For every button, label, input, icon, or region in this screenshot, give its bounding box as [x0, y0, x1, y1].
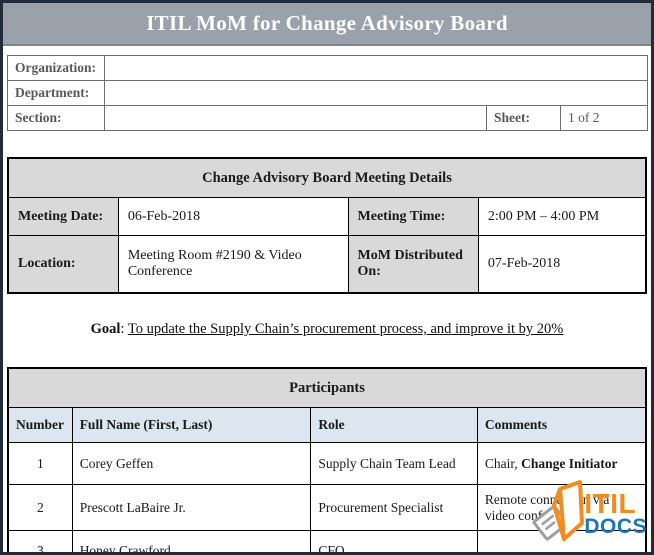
goal-label: Goal [90, 321, 121, 337]
participant-number: 2 [7, 484, 73, 531]
organization-label: Organization: [7, 55, 105, 81]
meeting-details-header-row: Change Advisory Board Meeting Details [7, 157, 647, 198]
participant-role: Procurement Specialist [310, 484, 478, 531]
goal-text: To update the Supply Chain’s procurement… [127, 321, 564, 337]
info-table: Organization: Department: Section: Sheet… [7, 55, 648, 131]
department-row: Department: [7, 80, 648, 106]
sheet-value: 1 of 2 [560, 105, 648, 131]
location-value: Meeting Room #2190 & Video Conference [117, 235, 349, 294]
participant-role: CFO [310, 530, 478, 552]
goal-statement: Goal: To update the Supply Chain’s procu… [3, 321, 651, 338]
logo-itil-text: ITIL [584, 487, 637, 519]
orange-paper [552, 480, 585, 541]
document-title-bar: ITIL MoM for Change Advisory Board [3, 3, 651, 46]
section-row: Section: Sheet: 1 of 2 [7, 105, 648, 131]
column-header-role: Role [310, 407, 478, 443]
participant-row: 2 Prescott LaBaire Jr. Procurement Speci… [7, 484, 647, 531]
participant-row: 3 Honey Crawford CFO [7, 530, 647, 552]
mom-distributed-label: MoM Distributed On: [347, 235, 479, 294]
location-distribution-row: Location: Meeting Room #2190 & Video Con… [7, 235, 647, 294]
logo-wordmark: ITIL DOCS [584, 487, 647, 538]
participant-row: 1 Corey Geffen Supply Chain Team Lead Ch… [7, 442, 647, 485]
meeting-details-table: Change Advisory Board Meeting Details Me… [7, 157, 647, 294]
meeting-details-title: Change Advisory Board Meeting Details [7, 157, 647, 198]
organization-row: Organization: [7, 55, 648, 81]
section-value-field[interactable] [104, 105, 487, 131]
meeting-date-label: Meeting Date: [7, 197, 119, 236]
meeting-time-value: 2:00 PM – 4:00 PM [477, 197, 647, 236]
section-label: Section: [7, 105, 105, 131]
participants-column-header-row: Number Full Name (First, Last) Role Comm… [7, 407, 647, 443]
meeting-date-value: 06-Feb-2018 [117, 197, 349, 236]
location-label: Location: [7, 235, 119, 294]
participant-comment: Chair, Change Initiator [476, 442, 647, 485]
meeting-date-time-row: Meeting Date: 06-Feb-2018 Meeting Time: … [7, 197, 647, 236]
participant-role: Supply Chain Team Lead [310, 442, 478, 485]
department-value-field[interactable] [104, 80, 648, 106]
mom-distributed-value: 07-Feb-2018 [477, 235, 647, 294]
document-fan-icon [530, 479, 588, 548]
column-header-name: Full Name (First, Last) [71, 407, 312, 443]
column-header-number: Number [7, 407, 73, 443]
participant-name: Prescott LaBaire Jr. [71, 484, 312, 531]
organization-value-field[interactable] [104, 55, 648, 81]
participant-number: 1 [7, 442, 73, 485]
participant-name: Corey Geffen [71, 442, 312, 485]
participants-table: Participants Number Full Name (First, La… [7, 367, 647, 552]
meeting-time-label: Meeting Time: [347, 197, 479, 236]
participants-header-row: Participants [7, 367, 647, 408]
goal-separator: : [120, 321, 128, 337]
participant-name: Honey Crawford [71, 530, 312, 552]
logo-docs-text: DOCS [584, 514, 647, 538]
participants-title: Participants [7, 367, 647, 408]
participant-comment-bold-text: Change Initiator [521, 455, 618, 471]
participant-comment-text: Chair, [484, 455, 522, 471]
department-label: Department: [7, 80, 105, 106]
column-header-comments: Comments [476, 407, 647, 443]
itil-docs-logo: ITIL DOCS [530, 479, 647, 548]
document-title: ITIL MoM for Change Advisory Board [146, 11, 508, 35]
participant-number: 3 [7, 530, 73, 552]
sheet-label: Sheet: [486, 105, 561, 131]
